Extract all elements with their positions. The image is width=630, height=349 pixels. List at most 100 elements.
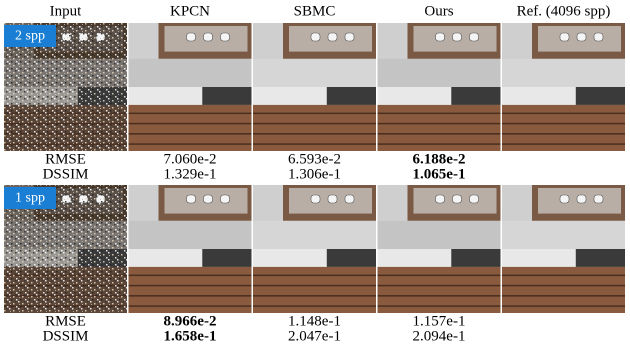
scene-part [502,305,625,307]
scene-part [378,285,501,287]
scene-part [202,249,251,267]
scene-part [253,113,376,115]
scene-part [378,305,501,307]
scene-part [378,249,452,267]
image-panel [378,23,501,151]
scene-part [451,249,500,267]
scene-part [345,195,354,203]
image-panel [253,23,376,151]
scene-part [328,33,337,41]
scene-part [502,143,625,145]
scene-part [577,33,586,41]
scene-part [577,195,586,203]
scene-part [253,275,376,277]
scene-part [311,33,320,41]
metric-value: 1.306e-1 [288,166,341,182]
image-panel [129,185,252,313]
scene-part [436,33,445,41]
scene-part [560,33,569,41]
scene-part [129,275,252,277]
scene-part [378,123,501,125]
scene-part [378,133,501,135]
scene-part [502,123,625,125]
scene-part [221,195,230,203]
scene-part [204,195,213,203]
scene-part [129,87,203,105]
scene-part [187,33,196,41]
scene-part [502,133,625,135]
scene-part [436,195,445,203]
metric-value: 1.157e-1 [413,313,466,329]
metric-value: 6.188e-2 [413,151,466,167]
scene-part [502,87,576,105]
scene-part [253,123,376,125]
image-panel [502,185,625,313]
scene-part [202,87,251,105]
metric-value: 1.148e-1 [288,313,341,329]
scene-part [253,249,327,267]
column-header: Ref. (4096 spp) [517,3,611,19]
column-header: Ours [424,3,453,19]
metric-name: DSSIM [43,328,89,344]
scene-part [221,33,230,41]
image-panel [502,23,625,151]
scene-part [253,221,376,249]
scene-part [378,275,501,277]
scene-part [502,295,625,297]
scene-part [451,87,500,105]
metric-value: 1.065e-1 [413,166,466,182]
scene-part [453,195,462,203]
metric-value: 8.966e-2 [164,313,217,329]
column-header: Input [50,3,82,19]
scene-part [576,249,625,267]
scene-part [502,249,576,267]
scene-part [129,123,252,125]
column-header: KPCN [170,3,210,19]
scene-part [204,33,213,41]
scene-part [594,195,603,203]
scene-part [576,87,625,105]
scene-part [560,195,569,203]
column-header: SBMC [294,3,336,19]
scene-part [502,59,625,87]
scene-part [453,33,462,41]
image-panel [253,185,376,313]
metric-value: 7.060e-2 [164,151,217,167]
scene-part [594,33,603,41]
scene-part [502,113,625,115]
scene-part [378,87,452,105]
scene-part [129,295,252,297]
metric-name: RMSE [45,151,86,167]
scene-part [328,195,337,203]
metric-value: 2.094e-1 [413,328,466,344]
scene-part [502,221,625,249]
scene-part [253,87,327,105]
scene-part [129,221,252,249]
scene-part [187,195,196,203]
scene-part [327,87,376,105]
metric-value: 1.329e-1 [164,166,217,182]
scene-part [378,221,501,249]
scene-part [253,295,376,297]
image-panel [129,23,252,151]
scene-part [311,195,320,203]
scene-part [129,249,203,267]
badge: 2 spp [15,29,45,44]
metric-value: 6.593e-2 [288,151,341,167]
scene-part [378,143,501,145]
scene-part [129,305,252,307]
metric-value: 1.658e-1 [164,328,217,344]
scene-part [378,113,501,115]
scene-part [253,133,376,135]
scene-part [378,295,501,297]
scene-part [129,133,252,135]
scene-part [253,305,376,307]
scene-part [129,113,252,115]
scene-part [253,285,376,287]
scene-part [253,59,376,87]
scene-part [470,33,479,41]
image-panel [378,185,501,313]
metric-name: DSSIM [43,166,89,182]
badge: 1 spp [15,191,45,206]
scene-part [470,195,479,203]
